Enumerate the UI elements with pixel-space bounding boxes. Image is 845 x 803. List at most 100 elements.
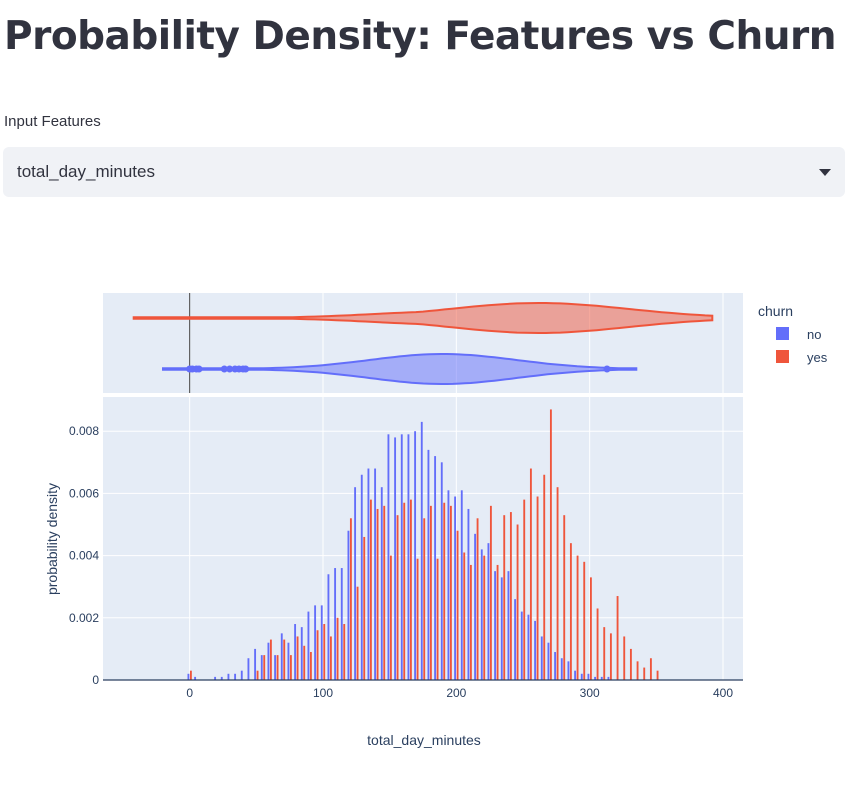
bar-yes[interactable] [263,655,266,680]
violin-yes[interactable] [132,302,714,334]
bar-no[interactable] [420,421,423,680]
feature-select[interactable]: total_day_minutes [3,147,845,197]
bar-yes[interactable] [516,524,519,680]
bar-yes[interactable] [569,543,572,680]
bar-no[interactable] [414,431,417,680]
bar-no[interactable] [474,533,477,680]
bar-yes[interactable] [503,515,506,680]
bar-no[interactable] [340,568,343,680]
bar-no[interactable] [567,661,570,680]
bar-yes[interactable] [443,502,446,680]
bar-no[interactable] [187,673,190,680]
bar-yes[interactable] [429,505,432,680]
bar-yes[interactable] [556,487,559,680]
bar-yes[interactable] [543,474,546,680]
bar-yes[interactable] [616,596,619,680]
bar-no[interactable] [247,658,250,680]
bar-no[interactable] [580,673,583,680]
bar-no[interactable] [607,676,610,680]
bar-yes[interactable] [336,617,339,680]
bar-yes[interactable] [256,670,259,680]
bar-yes[interactable] [469,564,472,680]
bar-yes[interactable] [269,639,272,680]
bar-yes[interactable] [643,667,646,680]
bar-no[interactable] [460,490,463,680]
bar-no[interactable] [254,648,257,680]
bar-yes[interactable] [416,558,419,680]
legend-swatch-no[interactable] [776,327,789,340]
bar-no[interactable] [434,456,437,680]
bar-no[interactable] [194,676,197,680]
bar-yes[interactable] [376,508,379,680]
bar-no[interactable] [347,530,350,680]
bar-yes[interactable] [323,624,326,680]
legend-label-no[interactable]: no [807,327,821,342]
violin-outlier-no[interactable] [195,365,203,373]
bar-yes[interactable] [349,518,352,680]
bar-no[interactable] [314,605,317,680]
bar-no[interactable] [280,633,283,680]
bar-yes[interactable] [496,564,499,680]
bar-no[interactable] [454,496,457,680]
violin-outlier-no[interactable] [220,365,228,373]
bar-no[interactable] [394,437,397,680]
bar-yes[interactable] [489,505,492,680]
bar-no[interactable] [354,487,357,680]
bar-no[interactable] [487,543,490,680]
bar-yes[interactable] [283,639,286,680]
bar-yes[interactable] [409,499,412,680]
bar-no[interactable] [527,614,530,680]
bar-yes[interactable] [276,655,279,680]
bar-yes[interactable] [403,502,406,680]
bar-yes[interactable] [629,648,632,680]
bar-yes[interactable] [383,505,386,680]
bar-no[interactable] [214,676,217,680]
bar-yes[interactable] [636,661,639,680]
bar-yes[interactable] [529,468,532,680]
legend-swatch-yes[interactable] [776,350,789,363]
bar-yes[interactable] [623,636,626,680]
bar-no[interactable] [240,670,243,680]
violin-outlier-no[interactable] [242,365,250,373]
bar-no[interactable] [327,574,330,680]
bar-no[interactable] [440,462,443,680]
bar-yes[interactable] [649,658,652,680]
bar-no[interactable] [387,434,390,680]
bar-no[interactable] [554,652,557,680]
bar-no[interactable] [400,434,403,680]
bar-no[interactable] [220,676,223,680]
bar-no[interactable] [587,673,590,680]
violin-outlier-no[interactable] [603,365,611,373]
bar-no[interactable] [407,434,410,680]
bar-no[interactable] [520,611,523,680]
bar-no[interactable] [480,549,483,680]
bar-yes[interactable] [389,555,392,680]
bar-yes[interactable] [436,558,439,680]
bar-yes[interactable] [563,515,566,680]
bar-no[interactable] [467,508,470,680]
bar-no[interactable] [540,636,543,680]
bar-no[interactable] [380,487,383,680]
bar-no[interactable] [274,655,277,680]
violin-no[interactable] [162,353,638,385]
bar-no[interactable] [234,673,237,680]
bar-no[interactable] [427,449,430,680]
bar-yes[interactable] [329,636,332,680]
bar-no[interactable] [320,605,323,680]
bar-yes[interactable] [576,555,579,680]
bar-yes[interactable] [603,627,606,680]
legend-label-yes[interactable]: yes [807,350,828,365]
bar-yes[interactable] [296,636,299,680]
bar-yes[interactable] [476,518,479,680]
bar-no[interactable] [287,642,290,680]
bar-yes[interactable] [356,586,359,680]
bar-no[interactable] [367,468,370,680]
bar-yes[interactable] [589,577,592,680]
bar-no[interactable] [507,571,510,680]
bar-no[interactable] [600,676,603,680]
bar-yes[interactable] [483,555,486,680]
bar-yes[interactable] [609,633,612,680]
bar-no[interactable] [514,599,517,680]
bar-yes[interactable] [463,552,466,680]
bar-yes[interactable] [456,530,459,680]
